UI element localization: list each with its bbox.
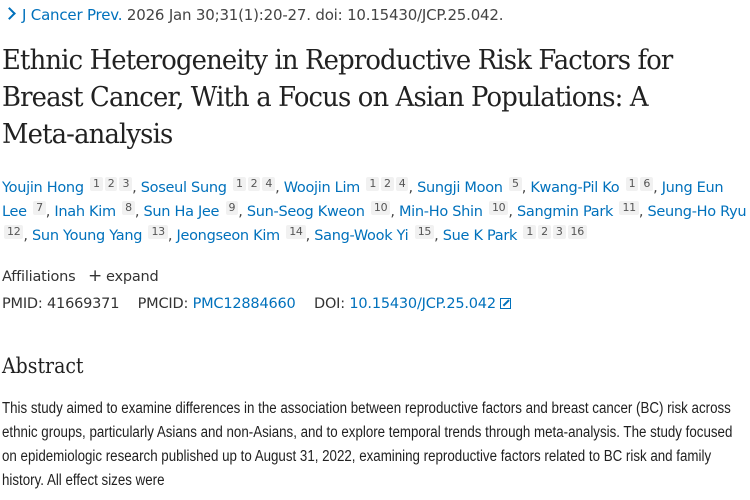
affiliation-ref-button[interactable]: 1 [523,225,537,239]
author-separator: , [132,180,141,196]
affiliation-ref-button[interactable]: 15 [414,225,435,239]
author-link[interactable]: Youjin Hong [2,180,84,196]
affiliation-ref-button[interactable]: 3 [552,225,566,239]
affiliation-ref-button[interactable]: 12 [4,225,24,239]
affiliation-ref-button[interactable]: 1 [232,177,246,191]
abstract-heading: Abstract [2,354,84,378]
affiliation-ref-button[interactable]: 10 [370,201,391,215]
author-link[interactable]: Sun Ha Jee [143,204,220,220]
author-separator: , [638,204,648,220]
author-separator: , [167,228,177,244]
pmid-label: PMID: [2,296,43,312]
author-separator: , [238,204,247,220]
affiliation-ref-button[interactable]: 1 [625,177,639,191]
journal-link[interactable]: J Cancer Prev. [22,6,123,24]
pmcid-label: PMCID: [137,296,189,312]
affiliation-ref-button[interactable]: 4 [395,177,409,191]
author-link[interactable]: Seung-Ho Ryu [647,204,747,220]
author-link[interactable]: Woojin Lim [283,180,361,196]
author-link[interactable]: Sang-Wook Yi [314,228,409,244]
author-link[interactable]: Soseul Sung [140,180,227,196]
pmid-value: 41669371 [47,296,120,312]
doi-label: DOI: [313,296,345,312]
expand-label: expand [105,269,159,285]
author-separator: , [305,228,315,244]
affiliation-ref-button[interactable]: 5 [508,177,522,191]
affiliation-ref-button[interactable]: 10 [488,201,509,215]
affiliation-ref-button[interactable]: 6 [640,177,654,191]
affiliation-ref-button[interactable]: 1 [366,177,380,191]
affiliations-expand-button[interactable]: + expand [87,266,159,286]
affiliation-ref-button[interactable]: 2 [104,177,118,191]
author-separator: , [508,204,517,220]
author-separator: , [653,180,662,196]
author-link[interactable]: Inah Kim [54,204,116,220]
affiliation-ref-button[interactable]: 4 [262,177,276,191]
affiliation-ref-button[interactable]: 7 [33,201,46,215]
author-separator: , [45,204,55,220]
author-separator: , [521,180,531,196]
affiliation-ref-button[interactable]: 11 [619,201,639,215]
affiliation-ref-button[interactable]: 2 [247,177,261,191]
author-link[interactable]: Min-Ho Shin [398,204,483,220]
affiliation-ref-button[interactable]: 9 [225,201,239,215]
identifiers-row: PMID: 41669371 PMCID: PMC12884660 DOI: 1… [2,293,511,315]
affiliation-ref-button[interactable]: 2 [538,225,551,239]
author-separator: , [434,228,443,244]
author-link[interactable]: Sun Young Yang [32,228,143,244]
affiliation-ref-button[interactable]: 8 [122,201,135,215]
affiliation-ref-button[interactable]: 3 [119,177,133,191]
author-separator: , [134,204,144,220]
doi-link[interactable]: 10.15430/JCP.25.042 [349,296,496,312]
author-separator: , [390,204,399,220]
abstract-text: This study aimed to examine differences … [2,400,733,489]
affiliations-label: Affiliations [2,269,76,285]
author-link[interactable]: Sangmin Park [516,204,614,220]
author-link[interactable]: Jeongseon Kim [176,228,281,244]
affiliation-ref-button[interactable]: 1 [90,177,103,191]
external-link-icon[interactable] [499,298,511,309]
affiliation-ref-button[interactable]: 16 [567,225,587,239]
citation-line: J Cancer Prev. 2026 Jan 30;31(1):20-27. … [3,4,504,26]
author-link[interactable]: Sue K Park [442,228,518,244]
plus-icon: + [87,266,102,286]
author-link[interactable]: Sungji Moon [417,180,503,196]
citation-details: 2026 Jan 30;31(1):20-27. doi: 10.15430/J… [126,6,504,24]
author-separator: , [23,228,33,244]
author-separator: , [408,180,418,196]
affiliation-ref-button[interactable]: 14 [286,225,306,239]
chevron-right-icon[interactable] [3,7,16,20]
author-link[interactable]: Kwang-Pil Ko [530,180,620,196]
affiliation-ref-button[interactable]: 2 [381,177,394,191]
affiliation-ref-button[interactable]: 13 [148,225,168,239]
article-title: Ethnic Heterogeneity in Reproductive Ris… [2,44,673,150]
affiliations-row: Affiliations + expand [2,265,159,288]
pmcid-link[interactable]: PMC12884660 [192,296,296,312]
author-link[interactable]: Sun-Seog Kweon [246,204,365,220]
author-link[interactable]: Jung Eun Lee [2,180,724,220]
author-separator: , [275,180,284,196]
